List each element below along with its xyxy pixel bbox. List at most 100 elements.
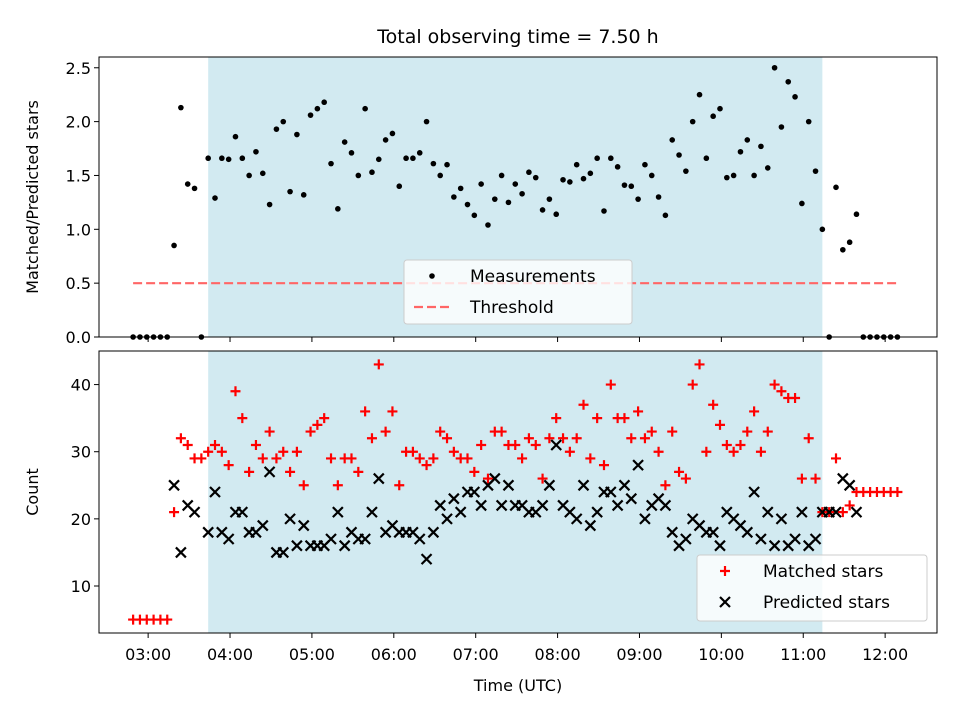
predicted-star-point <box>570 513 583 525</box>
x-tick-label: 08:00 <box>535 645 581 664</box>
matched-star-point <box>749 406 760 417</box>
matched-star-point <box>510 440 521 450</box>
measurement-point <box>457 185 464 192</box>
matched-star-point <box>237 413 248 424</box>
measurement-point <box>587 170 594 177</box>
matched-star-point <box>244 466 255 477</box>
bottom-panel: 10 20 30 40 03:00 04:00 05:00 06:00 07:00 08:00 09… <box>23 350 938 695</box>
matched-star-point <box>694 359 705 370</box>
measurement-point <box>191 185 198 192</box>
y-tick-label: 1.5 <box>66 166 91 185</box>
matched-star-point <box>476 440 487 450</box>
measurement-point <box>771 64 778 71</box>
measurement-point <box>594 155 600 162</box>
predicted-star-point <box>639 513 651 525</box>
measurement-point <box>348 150 355 156</box>
measurement-point <box>635 196 641 202</box>
measurement-point <box>451 194 457 200</box>
matched-star-point <box>435 426 446 437</box>
measurement-point <box>689 118 696 125</box>
predicted-star-point <box>755 533 767 545</box>
predicted-star-point <box>434 499 446 512</box>
measurement-point <box>778 124 785 130</box>
predicted-star-point <box>209 486 221 498</box>
predicted-star-point <box>543 479 556 492</box>
predicted-star-point <box>618 479 631 492</box>
axes-frame <box>98 56 938 338</box>
matched-star-point <box>291 446 302 457</box>
measurement-point <box>539 207 546 213</box>
axes-frame <box>98 350 938 634</box>
matched-star-point <box>346 453 357 464</box>
y-tick-label: 10 <box>71 577 91 596</box>
measurement-point <box>437 172 444 179</box>
measurement-point <box>724 174 730 181</box>
predicted-star-point <box>325 533 337 545</box>
matched-star-point <box>701 446 712 457</box>
matched-star-point <box>169 507 180 518</box>
matched-star-point <box>448 446 459 457</box>
predicted-star-point <box>468 486 481 498</box>
matched-star-point <box>742 426 753 437</box>
measurement-point <box>471 212 478 219</box>
matched-star-point <box>551 413 562 424</box>
predicted-star-point <box>257 519 269 532</box>
predicted-star-point <box>277 546 290 559</box>
measurement-point <box>519 190 525 197</box>
matched-star-point <box>428 453 439 464</box>
measurement-point <box>184 181 191 187</box>
measurement-point <box>573 161 580 168</box>
predicted-star-point <box>659 499 672 512</box>
matched-star-point <box>653 446 664 457</box>
x-tick-label: 04:00 <box>207 645 253 664</box>
matched-star-point <box>523 433 534 444</box>
series-0 <box>128 359 903 625</box>
measurement-point <box>792 94 798 100</box>
matched-star-point <box>619 413 630 424</box>
y-tick-label: 1.0 <box>66 220 91 239</box>
predicted-star-point <box>577 479 590 492</box>
measurement-point <box>389 130 396 137</box>
measurement-point <box>655 194 662 200</box>
matched-star-point <box>414 453 425 464</box>
x-tick-label: 09:00 <box>616 645 662 664</box>
y-tick-label: 2.5 <box>66 59 91 78</box>
matched-star-point <box>278 446 289 457</box>
matched-star-point <box>305 426 316 437</box>
matched-star-point <box>264 426 275 437</box>
measurement-point <box>375 156 382 163</box>
measurement-point <box>280 118 287 125</box>
matched-star-point <box>482 473 493 484</box>
matched-star-point <box>250 440 261 450</box>
measurement-point <box>567 179 573 185</box>
x-tick-label: 05:00 <box>289 645 335 664</box>
legend-label: Predicted stars <box>763 593 890 613</box>
predicted-star-point <box>714 539 726 552</box>
legend-measurement-swatch <box>429 273 435 279</box>
measurement-point <box>703 155 710 162</box>
matched-star-point <box>626 433 637 444</box>
measurement-point <box>444 161 450 168</box>
matched-star-point <box>571 433 582 444</box>
measurement-point <box>362 105 368 112</box>
matched-star-point <box>714 419 725 430</box>
matched-star-point <box>182 440 193 450</box>
matched-star-point <box>796 473 807 484</box>
measurement-point <box>266 201 273 208</box>
measurement-point <box>382 137 389 143</box>
predicted-star-point <box>441 513 453 525</box>
measurement-point <box>219 155 225 162</box>
measurement-point <box>205 155 211 162</box>
measurement-point <box>505 199 512 206</box>
measurement-point <box>273 126 280 132</box>
measurement-point <box>553 211 560 218</box>
x-tick-label: 10:00 <box>698 645 744 664</box>
predicted-star-point <box>850 506 863 518</box>
predicted-star-point <box>680 533 692 545</box>
matched-star-point <box>544 433 555 444</box>
predicted-star-point <box>222 533 235 545</box>
measurement-point <box>314 105 321 112</box>
predicted-star-point <box>502 479 515 492</box>
measurement-point <box>648 172 655 179</box>
